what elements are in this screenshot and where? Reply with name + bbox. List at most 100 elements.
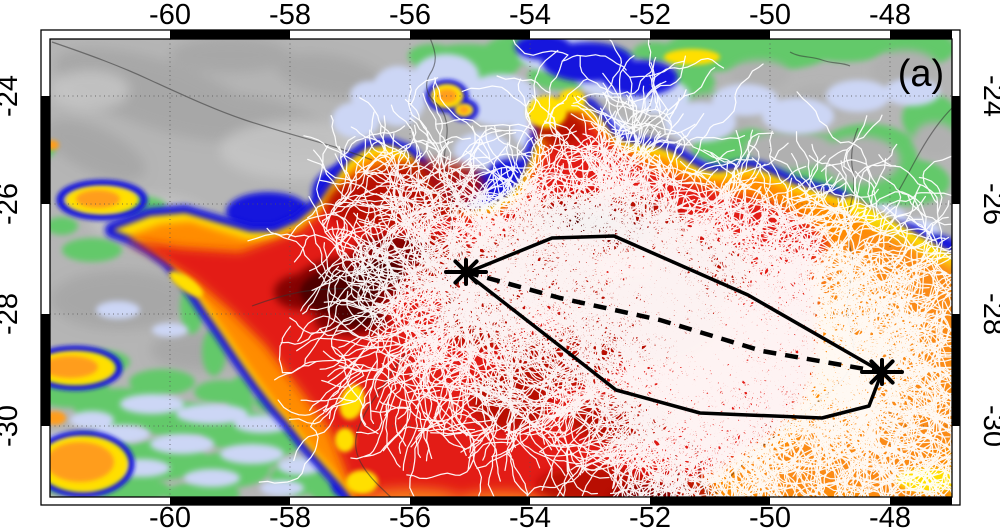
lightning-trace	[671, 410, 728, 473]
lightning-trace	[310, 347, 367, 428]
lightning-trace	[833, 364, 905, 403]
lightning-trace	[675, 335, 719, 365]
lightning-trace	[760, 321, 777, 387]
lightning-trace	[437, 288, 496, 338]
lightning-trace	[700, 371, 711, 413]
lightning-trace	[845, 448, 870, 497]
lightning-trace	[880, 388, 899, 427]
lightning-trace	[940, 333, 952, 349]
lightning-trace	[678, 511, 715, 524]
lightning-trace	[627, 298, 674, 357]
lightning-trace	[658, 271, 682, 308]
lightning-trace	[602, 316, 661, 345]
lightning-trace	[425, 335, 449, 365]
lightning-trace	[704, 289, 746, 318]
lightning-trace	[691, 508, 712, 532]
lightning-trace	[505, 399, 553, 451]
lightning-trace	[443, 304, 491, 368]
lightning-trace	[815, 347, 834, 420]
lightning-trace	[340, 189, 369, 243]
lightning-trace	[722, 225, 744, 264]
lightning-trace	[540, 337, 609, 358]
lightning-trace	[830, 309, 886, 337]
lightning-trace	[675, 196, 720, 275]
lightning-trace	[363, 246, 413, 295]
lightning-trace	[345, 302, 384, 309]
lightning-trace	[579, 250, 663, 286]
lightning-trace	[247, 232, 296, 242]
lightning-trace	[678, 181, 732, 196]
lightning-trace	[376, 346, 415, 390]
lightning-trace	[471, 303, 529, 356]
lightning-trace	[839, 217, 879, 285]
lightning-trace	[395, 255, 412, 326]
lightning-trace	[287, 213, 356, 239]
lightning-trace	[405, 323, 468, 337]
lightning-trace	[462, 201, 498, 210]
lightning-trace	[517, 120, 558, 182]
lightning-trace	[370, 406, 408, 414]
lightning-trace	[302, 254, 347, 315]
lightning-trace	[993, 387, 1000, 406]
lightning-trace	[602, 82, 638, 107]
lightning-trace	[426, 380, 518, 399]
lightning-trace	[346, 290, 410, 367]
lightning-trace	[293, 235, 310, 263]
lightning-trace	[820, 434, 865, 448]
lightning-trace	[845, 506, 862, 532]
lightning-trace	[859, 292, 869, 348]
lightning-trace	[694, 172, 718, 217]
lightning-trace	[915, 192, 952, 197]
lightning-trace	[980, 449, 1000, 498]
map-area	[50, 39, 1000, 532]
lightning-trace	[504, 352, 537, 370]
lightning-trace	[892, 388, 952, 400]
lightning-trace	[698, 184, 729, 252]
lightning-trace	[404, 352, 468, 367]
lightning-trace	[331, 345, 365, 409]
lightning-trace	[401, 196, 465, 222]
lightning-trace	[555, 164, 640, 175]
lightning-trace	[760, 287, 794, 299]
lightning-trace	[335, 329, 403, 346]
lightning-trace	[409, 322, 438, 341]
lightning-trace	[548, 309, 583, 342]
lightning-trace	[420, 224, 429, 260]
lightning-trace	[522, 385, 601, 416]
lightning-trace	[925, 287, 952, 305]
lightning-trace	[680, 131, 755, 163]
lightning-trace	[446, 152, 485, 238]
lightning-trace	[515, 178, 540, 259]
lightning-trace	[327, 343, 373, 377]
lightning-trace	[446, 130, 503, 165]
lightning-trace	[590, 183, 642, 235]
lightning-trace	[599, 120, 626, 201]
lightning-trace	[604, 243, 689, 294]
lightning-trace	[782, 229, 826, 241]
lightning-trace	[430, 266, 455, 312]
lightning-trace	[564, 378, 580, 411]
lightning-trace	[401, 292, 446, 299]
lightning-trace	[728, 304, 739, 342]
lightning-trace	[683, 211, 697, 258]
lightning-trace	[323, 300, 387, 331]
lightning-trace	[823, 377, 879, 419]
lightning-trace	[355, 220, 399, 306]
lightning-trace	[432, 78, 444, 172]
lightning-trace	[803, 207, 839, 232]
lightning-trace	[651, 278, 708, 307]
lightning-trace	[648, 216, 693, 246]
lightning-trace	[813, 271, 874, 322]
lightning-trace	[558, 403, 603, 435]
lightning-trace	[382, 423, 446, 452]
lightning-trace	[543, 263, 605, 289]
lightning-trace	[645, 348, 678, 374]
lightning-trace	[879, 307, 936, 331]
lightning-trace	[876, 398, 911, 417]
lightning-trace	[710, 152, 762, 193]
lightning-trace	[523, 407, 567, 436]
lightning-trace	[683, 475, 689, 497]
lightning-trace	[607, 389, 752, 457]
lightning-trace	[544, 357, 642, 394]
lightning-trace	[865, 166, 876, 222]
